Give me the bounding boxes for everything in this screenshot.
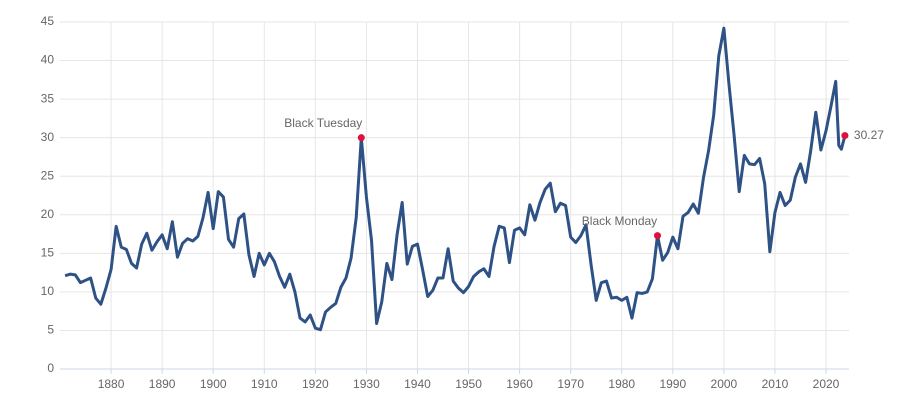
annotation-point <box>653 232 661 240</box>
x-tick-label: 1960 <box>506 377 533 391</box>
line <box>64 26 847 332</box>
x-tick-label: 1910 <box>251 377 278 391</box>
y-tick-label: 25 <box>41 168 55 182</box>
x-tick-label: 1990 <box>659 377 686 391</box>
annotation-point <box>357 134 365 142</box>
x-tick-label: 2000 <box>711 377 738 391</box>
x-tick-label: 1880 <box>98 377 125 391</box>
x-tick-label: 1980 <box>608 377 635 391</box>
y-tick-label: 40 <box>41 53 55 67</box>
y-tick-label: 35 <box>41 91 55 105</box>
y-tick-label: 0 <box>47 361 54 375</box>
x-tick-label: 1950 <box>455 377 482 391</box>
y-tick-label: 20 <box>41 207 55 221</box>
x-tick-label: 1930 <box>353 377 380 391</box>
y-tick-label: 30 <box>41 130 55 144</box>
x-tick-label: 1890 <box>149 377 176 391</box>
y-tick-label: 10 <box>41 284 55 298</box>
x-tick-label: 1940 <box>404 377 431 391</box>
y-tick-label: 15 <box>41 246 55 260</box>
annotation-label: Black Monday <box>582 214 657 228</box>
x-tick-label: 2010 <box>762 377 789 391</box>
y-tick-label: 5 <box>47 323 54 337</box>
x-tick-label: 2020 <box>813 377 840 391</box>
annotation-label: Black Tuesday <box>284 116 362 130</box>
x-tick-label: 1900 <box>200 377 227 391</box>
y-tick-label: 45 <box>41 14 55 28</box>
annotation-point <box>841 132 849 140</box>
x-tick-label: 1970 <box>557 377 584 391</box>
x-tick-label: 1920 <box>302 377 329 391</box>
annotation-label: 30.27 <box>854 128 884 142</box>
